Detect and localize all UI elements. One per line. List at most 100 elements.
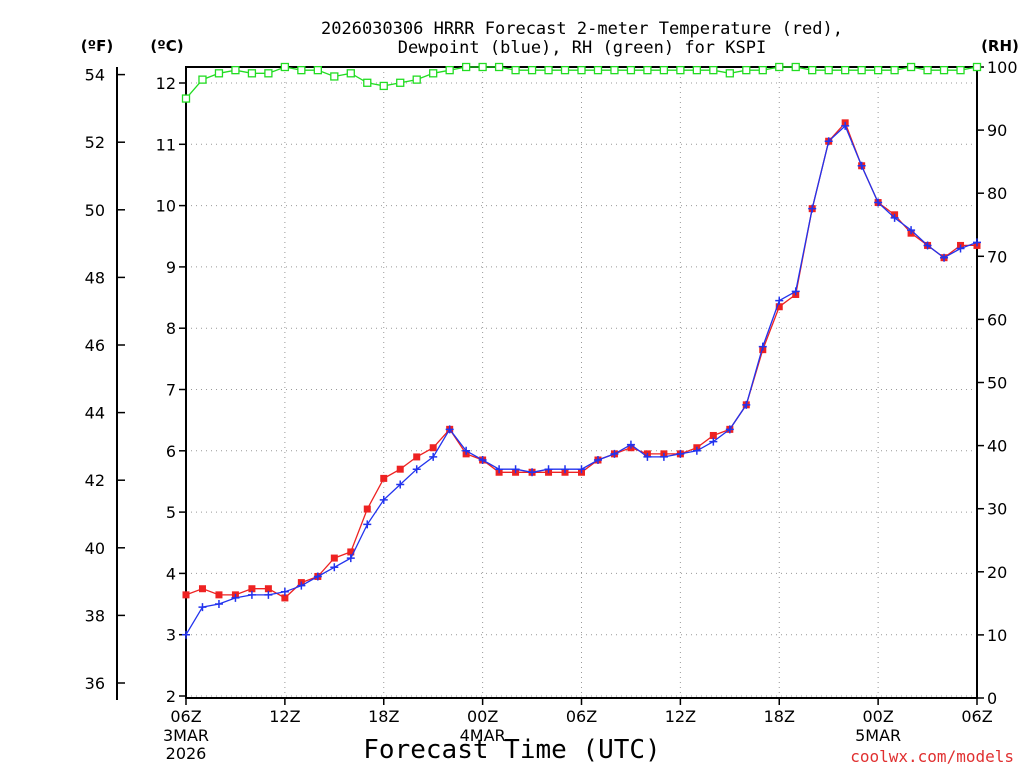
rh-point (758, 66, 767, 75)
rh-point (808, 66, 817, 75)
rh-point (379, 81, 388, 91)
dewpoint-point (973, 238, 981, 247)
rh-point (494, 62, 504, 72)
axes (116, 66, 984, 705)
x-tick-label: 00Z (862, 707, 893, 726)
dewpoint-point (198, 603, 207, 612)
celsius-tick-label: 9 (166, 258, 176, 277)
dewpoint-point (709, 437, 718, 446)
temperature-point (363, 505, 371, 513)
fahrenheit-tick-label: 54 (85, 66, 105, 85)
rh-tick-label: 70 (987, 247, 1007, 266)
dewpoint-point (528, 468, 537, 477)
fahrenheit-tick-label: 36 (85, 674, 105, 693)
temperature-point (198, 585, 206, 593)
rh-point (445, 66, 454, 75)
x-date-label: 5MAR (855, 726, 901, 745)
rh-series (181, 62, 982, 103)
dewpoint-point (841, 121, 850, 130)
rh-point (527, 66, 537, 75)
fahrenheit-tick-label: 48 (85, 268, 105, 287)
x-axis-title: Forecast Time (UTC) (363, 735, 660, 765)
x-date-label: 2026 (166, 744, 207, 763)
fahrenheit-tick-label: 50 (85, 201, 105, 220)
temperature-point (775, 303, 783, 311)
celsius-tick-label: 11 (156, 135, 176, 154)
dewpoint-point (445, 425, 454, 434)
rh-point (906, 62, 916, 72)
temperature-point (182, 591, 190, 599)
celsius-tick-label: 10 (156, 197, 176, 216)
celsius-tick-label: 2 (166, 687, 176, 706)
dewpoint-point (495, 465, 504, 474)
rh-point (775, 62, 784, 72)
rh-unit-label: (RH) (981, 37, 1019, 55)
dewpoint-point (742, 400, 751, 409)
dewpoint-point (890, 213, 899, 222)
rh-point (659, 66, 669, 75)
dewpoint-point (610, 449, 619, 458)
rh-point (841, 66, 850, 75)
dewpoint-point (478, 455, 487, 464)
dewpoint-point (297, 581, 306, 590)
dewpoint-point (643, 452, 652, 461)
rh-tick-label: 100 (987, 58, 1018, 77)
celsius-tick-label: 12 (156, 74, 176, 93)
rh-tick-label: 90 (987, 121, 1007, 140)
fahrenheit-tick-label: 46 (85, 336, 105, 355)
dewpoint-point (791, 287, 800, 296)
dewpoint-point (692, 446, 701, 455)
dewpoint-series (182, 121, 981, 639)
celsius-tick-label: 6 (166, 442, 176, 461)
rh-point (824, 66, 833, 75)
dewpoint-point (363, 520, 372, 529)
celsius-tick-label: 8 (166, 319, 176, 338)
dewpoint-point (577, 465, 586, 474)
temperature-point (396, 465, 404, 473)
dewpoint-point (544, 465, 553, 474)
rh-point (247, 69, 257, 78)
rh-point (610, 66, 619, 75)
rh-point (939, 66, 949, 75)
dewpoint-point (330, 563, 339, 572)
rh-point (593, 66, 603, 75)
dewpoint-point (182, 630, 190, 639)
rh-point (923, 66, 932, 75)
x-tick-label: 18Z (368, 707, 399, 726)
temperature-line (185, 121, 977, 599)
dewpoint-point (412, 465, 421, 474)
dewpoint-point (857, 161, 866, 170)
temperature-point (330, 554, 338, 562)
x-date-label: 4MAR (460, 726, 506, 745)
dewpoint-point (923, 241, 932, 250)
dewpoint-point (593, 455, 602, 464)
dewpoint-point (808, 204, 817, 213)
dewpoint-point (561, 465, 570, 474)
dewpoint-point (511, 465, 520, 474)
rh-tick-label: 0 (987, 689, 997, 708)
rh-tick-label: 20 (987, 563, 1007, 582)
rh-tick-label: 10 (987, 626, 1007, 645)
dewpoint-point (659, 452, 668, 461)
temperature-point (429, 444, 437, 452)
temperature-point (709, 431, 717, 439)
rh-point (577, 66, 586, 75)
rh-point (461, 62, 471, 72)
dewpoint-point (462, 446, 471, 455)
dewpoint-point (626, 440, 635, 449)
temperature-point (248, 585, 256, 593)
rh-point (198, 75, 207, 84)
rh-point (692, 66, 702, 75)
celsius-tick-label: 7 (166, 381, 176, 400)
dewpoint-point (396, 480, 405, 489)
x-tick-label: 12Z (269, 707, 300, 726)
rh-tick-label: 80 (987, 184, 1007, 203)
dewpoint-point (313, 572, 322, 581)
chart-title-line1: 2026030306 HRRR Forecast 2-meter Tempera… (321, 19, 843, 39)
dewpoint-point (346, 554, 355, 563)
rh-point (890, 66, 899, 75)
rh-point (330, 72, 339, 81)
fahrenheit-tick-label: 44 (85, 404, 105, 423)
rh-point (346, 69, 355, 78)
